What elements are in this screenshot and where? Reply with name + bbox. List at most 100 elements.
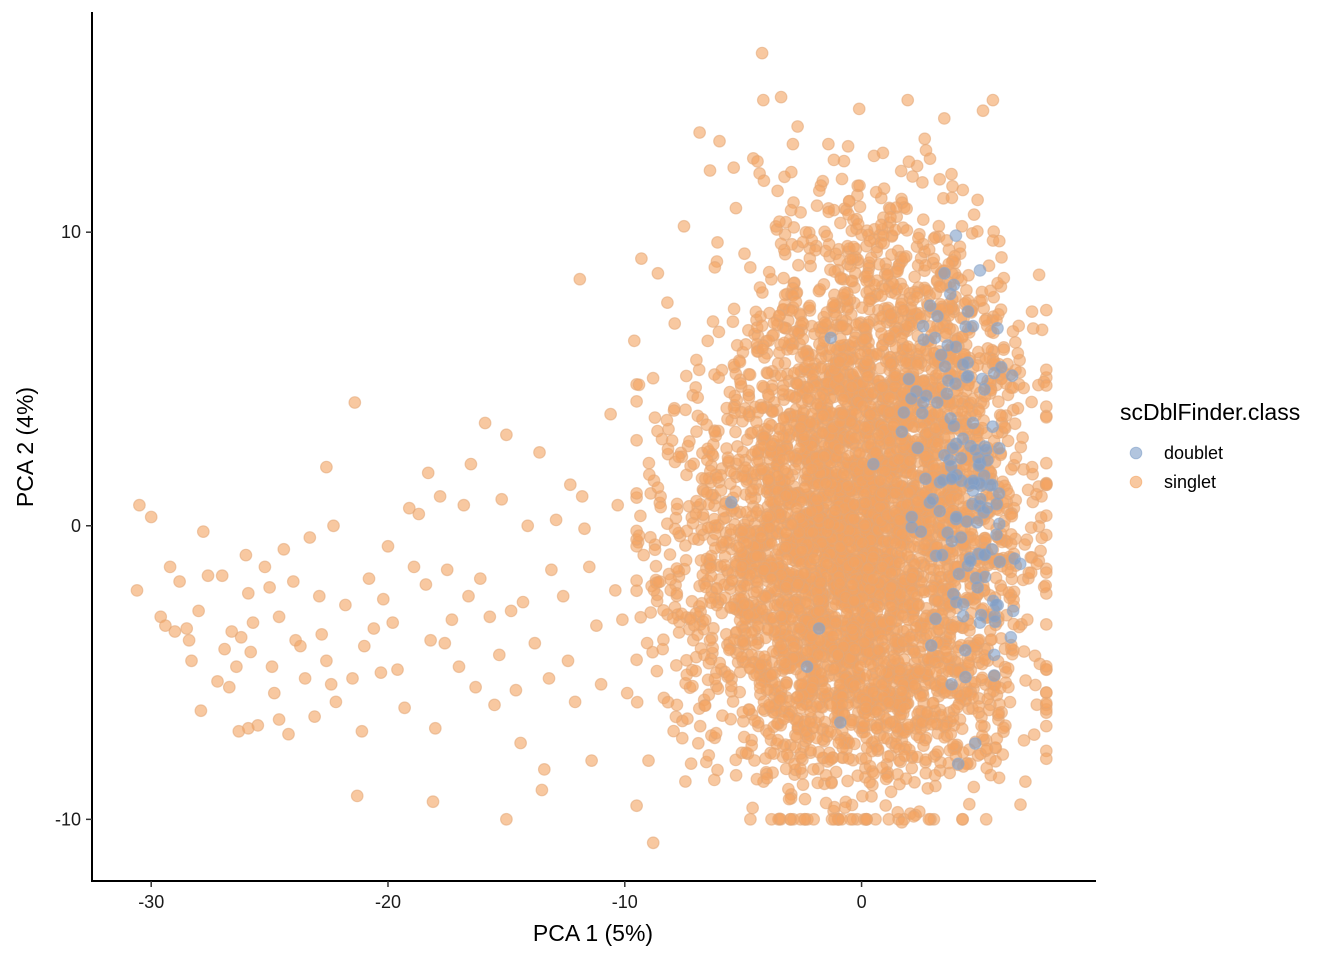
- point-singlet: [826, 629, 840, 643]
- point-singlet: [771, 184, 784, 198]
- point-singlet: [790, 501, 803, 515]
- point-singlet: [640, 636, 654, 650]
- point-singlet: [995, 409, 1009, 423]
- point-singlet: [842, 534, 855, 548]
- point-singlet: [932, 219, 946, 233]
- point-singlet: [753, 281, 767, 294]
- point-singlet: [895, 331, 908, 344]
- point-singlet: [985, 633, 998, 646]
- point-singlet: [724, 679, 738, 693]
- point-singlet: [882, 695, 895, 709]
- point-singlet: [1025, 395, 1038, 409]
- point-singlet: [1019, 775, 1032, 788]
- point-singlet: [755, 401, 769, 415]
- point-singlet: [956, 405, 969, 418]
- point-singlet: [851, 769, 865, 783]
- point-singlet: [939, 326, 953, 340]
- point-singlet: [1035, 323, 1049, 337]
- point-singlet: [895, 608, 909, 622]
- point-singlet: [779, 489, 793, 503]
- point-singlet: [774, 638, 788, 652]
- point-singlet: [835, 172, 849, 186]
- point-singlet: [807, 763, 820, 776]
- point-singlet: [746, 801, 759, 815]
- point-singlet: [679, 403, 692, 417]
- point-singlet: [630, 487, 643, 500]
- point-singlet: [798, 481, 812, 495]
- point-singlet: [884, 566, 898, 580]
- point-singlet: [853, 179, 866, 193]
- point-singlet: [707, 773, 721, 787]
- point-singlet: [840, 606, 854, 620]
- point-singlet: [737, 730, 751, 744]
- point-singlet: [870, 722, 884, 735]
- point-singlet: [866, 685, 880, 699]
- point-singlet: [724, 523, 738, 536]
- point-singlet: [920, 706, 934, 720]
- point-singlet: [897, 251, 911, 265]
- point-singlet: [1011, 346, 1025, 360]
- point-singlet: [701, 334, 715, 348]
- point-singlet: [773, 215, 786, 229]
- point-singlet: [794, 701, 808, 715]
- point-singlet: [795, 544, 809, 558]
- point-singlet: [859, 812, 873, 826]
- point-singlet: [786, 342, 799, 356]
- point-singlet: [793, 621, 806, 635]
- point-singlet: [810, 199, 824, 213]
- point-singlet: [905, 571, 919, 585]
- point-singlet: [903, 454, 917, 468]
- point-singlet: [1027, 728, 1041, 741]
- point-singlet: [822, 517, 836, 531]
- point-singlet: [784, 165, 798, 179]
- point-singlet: [905, 761, 919, 775]
- point-singlet: [804, 505, 818, 518]
- point-singlet: [1039, 719, 1053, 733]
- point-singlet: [898, 749, 911, 763]
- point-singlet: [875, 327, 888, 340]
- point-singlet: [824, 753, 837, 766]
- point-singlet: [895, 684, 909, 698]
- point-singlet: [1039, 579, 1053, 592]
- point-singlet: [875, 486, 889, 500]
- point-singlet: [778, 656, 792, 670]
- point-singlet: [727, 302, 741, 316]
- point-singlet: [859, 701, 873, 715]
- point-singlet: [847, 555, 861, 569]
- point-singlet: [810, 493, 824, 507]
- point-singlet: [841, 479, 855, 493]
- point-singlet: [884, 357, 898, 370]
- point-singlet: [884, 600, 897, 613]
- point-singlet: [919, 143, 933, 157]
- point-singlet: [1005, 509, 1019, 523]
- point-singlet: [634, 509, 647, 523]
- point-singlet: [702, 497, 716, 511]
- point-singlet: [806, 526, 820, 539]
- point-singlet: [901, 718, 915, 732]
- point-singlet: [947, 738, 960, 752]
- point-singlet: [832, 355, 846, 369]
- point-singlet: [847, 240, 860, 254]
- point-singlet: [883, 405, 896, 419]
- point-singlet: [832, 253, 846, 267]
- point-singlet: [1017, 645, 1031, 658]
- point-singlet: [812, 284, 826, 298]
- point-singlet: [836, 407, 850, 421]
- point-singlet: [1039, 509, 1053, 522]
- point-singlet: [779, 580, 793, 594]
- point-singlet: [796, 332, 810, 346]
- point-singlet: [794, 205, 807, 219]
- point-singlet: [795, 315, 809, 329]
- point-singlet: [875, 289, 888, 303]
- point-singlet: [814, 576, 827, 589]
- point-singlet: [971, 345, 985, 359]
- point-singlet: [916, 213, 930, 227]
- point-singlet: [781, 599, 795, 613]
- point-singlet: [790, 730, 804, 744]
- point-singlet: [932, 564, 946, 578]
- point-singlet: [805, 462, 819, 476]
- point-singlet: [881, 750, 895, 764]
- point-singlet: [1039, 659, 1053, 673]
- point-singlet: [683, 435, 696, 448]
- point-singlet: [771, 733, 785, 747]
